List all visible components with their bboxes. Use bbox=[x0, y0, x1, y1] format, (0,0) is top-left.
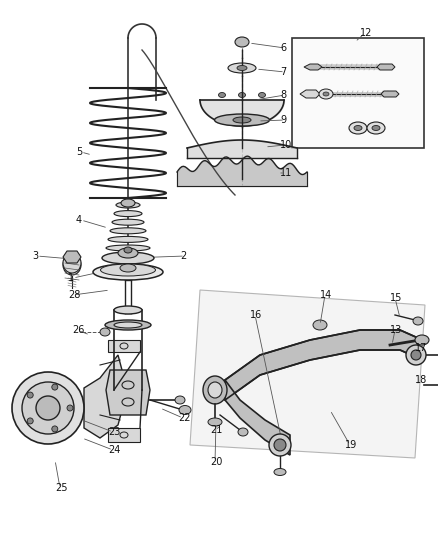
Ellipse shape bbox=[208, 418, 222, 426]
Text: 3: 3 bbox=[32, 251, 38, 261]
Ellipse shape bbox=[67, 405, 73, 411]
Ellipse shape bbox=[406, 345, 426, 365]
Text: 4: 4 bbox=[76, 215, 82, 225]
Polygon shape bbox=[63, 251, 81, 263]
Ellipse shape bbox=[108, 237, 148, 243]
Text: 8: 8 bbox=[280, 90, 286, 100]
Ellipse shape bbox=[22, 382, 74, 434]
Ellipse shape bbox=[235, 37, 249, 47]
Bar bbox=[292, 38, 424, 148]
Text: 14: 14 bbox=[320, 290, 332, 300]
Ellipse shape bbox=[121, 199, 135, 207]
Polygon shape bbox=[381, 91, 399, 97]
Ellipse shape bbox=[319, 89, 333, 99]
Ellipse shape bbox=[120, 264, 136, 272]
Ellipse shape bbox=[175, 396, 185, 404]
Ellipse shape bbox=[233, 117, 251, 123]
Ellipse shape bbox=[27, 418, 33, 424]
Ellipse shape bbox=[106, 245, 150, 251]
Text: 10: 10 bbox=[280, 140, 292, 150]
Text: 28: 28 bbox=[68, 290, 81, 300]
Text: 11: 11 bbox=[280, 168, 292, 178]
Ellipse shape bbox=[203, 376, 227, 404]
Ellipse shape bbox=[110, 228, 146, 234]
Ellipse shape bbox=[63, 255, 81, 275]
Polygon shape bbox=[108, 428, 140, 442]
Text: 16: 16 bbox=[250, 310, 262, 320]
Text: 20: 20 bbox=[210, 457, 223, 467]
Ellipse shape bbox=[228, 63, 256, 73]
Polygon shape bbox=[225, 330, 418, 400]
Ellipse shape bbox=[208, 382, 222, 398]
Ellipse shape bbox=[124, 247, 132, 253]
Ellipse shape bbox=[219, 93, 226, 98]
Ellipse shape bbox=[238, 428, 248, 436]
Ellipse shape bbox=[413, 317, 423, 325]
Text: 18: 18 bbox=[415, 375, 427, 385]
Text: 19: 19 bbox=[345, 440, 357, 450]
Ellipse shape bbox=[114, 211, 142, 216]
Ellipse shape bbox=[116, 202, 140, 208]
Text: 9: 9 bbox=[280, 115, 286, 125]
Polygon shape bbox=[377, 64, 395, 70]
Ellipse shape bbox=[52, 384, 58, 390]
Ellipse shape bbox=[105, 320, 151, 330]
Polygon shape bbox=[225, 380, 290, 455]
Ellipse shape bbox=[100, 328, 110, 336]
Ellipse shape bbox=[179, 406, 191, 415]
Ellipse shape bbox=[102, 252, 154, 264]
Ellipse shape bbox=[313, 320, 327, 330]
Ellipse shape bbox=[411, 350, 421, 360]
Polygon shape bbox=[190, 290, 425, 458]
Ellipse shape bbox=[323, 92, 329, 96]
Text: 23: 23 bbox=[108, 427, 120, 437]
Ellipse shape bbox=[118, 248, 138, 258]
Polygon shape bbox=[106, 370, 150, 415]
Ellipse shape bbox=[112, 219, 144, 225]
Ellipse shape bbox=[52, 426, 58, 432]
Ellipse shape bbox=[239, 93, 246, 98]
Ellipse shape bbox=[114, 306, 142, 314]
Polygon shape bbox=[108, 340, 140, 352]
Polygon shape bbox=[84, 355, 122, 438]
Ellipse shape bbox=[12, 372, 84, 444]
Ellipse shape bbox=[114, 322, 142, 328]
Text: 1: 1 bbox=[68, 273, 74, 283]
Ellipse shape bbox=[269, 434, 291, 456]
Polygon shape bbox=[300, 90, 320, 98]
Ellipse shape bbox=[36, 396, 60, 420]
Text: 7: 7 bbox=[280, 67, 286, 77]
Text: 24: 24 bbox=[108, 445, 120, 455]
Text: 12: 12 bbox=[360, 28, 372, 38]
Text: 21: 21 bbox=[210, 425, 223, 435]
Text: 2: 2 bbox=[180, 251, 186, 261]
Text: 15: 15 bbox=[390, 293, 403, 303]
Ellipse shape bbox=[367, 122, 385, 134]
Ellipse shape bbox=[354, 125, 362, 131]
Text: 17: 17 bbox=[415, 343, 427, 353]
Ellipse shape bbox=[237, 66, 247, 70]
Ellipse shape bbox=[274, 439, 286, 451]
Text: 22: 22 bbox=[178, 413, 191, 423]
Ellipse shape bbox=[349, 122, 367, 134]
Ellipse shape bbox=[100, 264, 155, 276]
Ellipse shape bbox=[258, 93, 265, 98]
Ellipse shape bbox=[27, 392, 33, 398]
Text: 5: 5 bbox=[76, 147, 82, 157]
Text: 25: 25 bbox=[55, 483, 67, 493]
Text: 13: 13 bbox=[390, 325, 402, 335]
Ellipse shape bbox=[93, 264, 163, 280]
Text: 6: 6 bbox=[280, 43, 286, 53]
Ellipse shape bbox=[274, 469, 286, 475]
Text: 26: 26 bbox=[72, 325, 85, 335]
Polygon shape bbox=[304, 64, 322, 70]
Ellipse shape bbox=[215, 114, 269, 126]
Ellipse shape bbox=[63, 253, 81, 273]
Ellipse shape bbox=[415, 335, 429, 345]
Ellipse shape bbox=[372, 125, 380, 131]
